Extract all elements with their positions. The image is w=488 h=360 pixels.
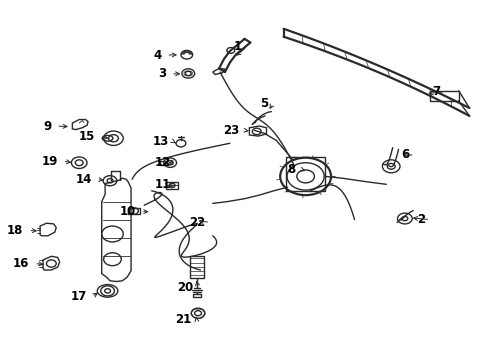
Text: 21: 21 <box>175 313 191 326</box>
Text: 15: 15 <box>79 130 95 143</box>
Text: 19: 19 <box>41 155 58 168</box>
Text: 5: 5 <box>259 97 267 110</box>
Bar <box>166 182 178 189</box>
Text: 22: 22 <box>189 216 205 229</box>
Text: 2: 2 <box>416 213 425 226</box>
Bar <box>189 256 204 278</box>
Bar <box>128 208 140 214</box>
Text: 18: 18 <box>7 224 23 237</box>
Text: 17: 17 <box>71 291 87 303</box>
Text: 8: 8 <box>287 163 295 176</box>
Text: 3: 3 <box>158 67 166 80</box>
Text: 20: 20 <box>177 281 193 294</box>
Text: 7: 7 <box>431 85 439 98</box>
Text: 10: 10 <box>120 205 136 218</box>
Bar <box>429 91 458 101</box>
Bar <box>193 294 201 297</box>
Text: 13: 13 <box>152 135 168 148</box>
Text: 16: 16 <box>13 257 29 270</box>
Bar <box>285 157 325 191</box>
Text: 14: 14 <box>76 173 92 186</box>
Text: 11: 11 <box>155 178 171 191</box>
Text: 1: 1 <box>233 40 242 53</box>
Text: 9: 9 <box>43 120 51 132</box>
Text: 4: 4 <box>153 49 161 62</box>
Text: 12: 12 <box>155 156 171 169</box>
Text: 6: 6 <box>401 148 409 161</box>
Text: 23: 23 <box>223 124 239 137</box>
Bar <box>160 161 165 165</box>
